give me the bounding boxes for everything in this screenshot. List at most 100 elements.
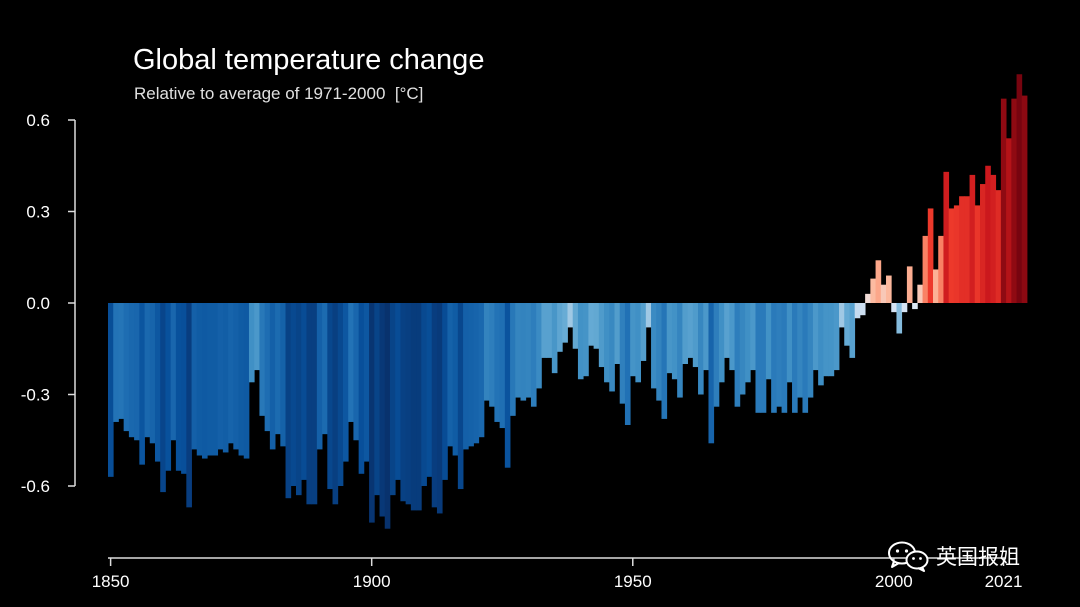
- bar-1942: [588, 303, 595, 346]
- bar-1960: [682, 303, 688, 364]
- bar-1864: [181, 303, 187, 474]
- bar-1964: [703, 303, 709, 371]
- bar-2011: [948, 208, 955, 303]
- bar-1951: [635, 303, 641, 383]
- bar-1990: [839, 303, 845, 328]
- bar-1978: [776, 303, 782, 407]
- bar-1980: [786, 303, 793, 383]
- bar-1922: [483, 303, 490, 401]
- bar-1983: [802, 303, 809, 413]
- y-tick-label: -0.3: [21, 386, 50, 405]
- bar-1875: [238, 303, 245, 456]
- bar-1869: [207, 303, 213, 456]
- bar-1957: [666, 303, 673, 374]
- bar-2000: [891, 303, 897, 313]
- bar-1976: [765, 303, 772, 380]
- bar-1857: [144, 303, 151, 438]
- bar-2021: [1000, 98, 1007, 304]
- bar-2010: [943, 171, 950, 303]
- bar-1880: [264, 303, 271, 432]
- bar-1868: [201, 303, 208, 459]
- watermark: 英国报姐: [886, 540, 1020, 572]
- bar-1853: [123, 303, 130, 432]
- bar-1935: [551, 303, 558, 374]
- bar-2019: [990, 174, 997, 303]
- bar-1937: [562, 303, 568, 343]
- bar-1923: [489, 303, 495, 407]
- bar-1889: [311, 303, 318, 505]
- bar-1866: [191, 303, 198, 450]
- bar-1934: [546, 303, 553, 358]
- bar-1971: [739, 303, 746, 395]
- bar-1900: [369, 303, 375, 523]
- bar-2025: [1021, 95, 1028, 303]
- bar-1930: [525, 303, 532, 398]
- bar-1867: [196, 303, 203, 456]
- bar-1910: [421, 303, 427, 486]
- bar-1896: [348, 303, 354, 422]
- bar-2017: [980, 184, 986, 303]
- bar-1969: [729, 303, 735, 371]
- x-tick-label: 1850: [92, 572, 130, 591]
- bar-1953: [645, 303, 652, 328]
- bar-2020: [995, 190, 1002, 303]
- bar-1901: [374, 303, 380, 496]
- bar-1925: [499, 303, 506, 429]
- bar-1963: [698, 303, 704, 395]
- bar-1886: [295, 303, 302, 496]
- bar-1944: [598, 303, 605, 368]
- bar-1854: [128, 303, 135, 438]
- bar-1913: [436, 303, 443, 514]
- bar-1946: [609, 303, 615, 392]
- bar-1916: [452, 303, 459, 456]
- bar-2006: [922, 235, 929, 303]
- bar-1991: [844, 303, 850, 346]
- x-tick-label: 1900: [353, 572, 391, 591]
- bar-1933: [541, 303, 548, 358]
- bar-1908: [410, 303, 417, 511]
- bar-1883: [280, 303, 286, 447]
- bar-1956: [661, 303, 668, 419]
- bar-1994: [859, 303, 866, 316]
- bar-1979: [781, 303, 788, 413]
- bar-1949: [624, 303, 631, 425]
- bar-1986: [818, 303, 824, 386]
- bar-1865: [186, 303, 192, 508]
- bar-1966: [713, 303, 720, 407]
- bar-1904: [389, 303, 396, 496]
- bar-2007: [927, 208, 934, 303]
- bar-1989: [833, 303, 840, 371]
- bars-group: [108, 74, 1028, 529]
- bar-2015: [969, 174, 976, 303]
- bar-1897: [353, 303, 360, 441]
- bar-1936: [557, 303, 563, 352]
- chart-title: Global temperature change: [133, 44, 485, 76]
- bar-1862: [170, 303, 177, 441]
- bar-1914: [442, 303, 448, 480]
- bar-1952: [640, 303, 647, 361]
- x-tick-label: 1950: [614, 572, 652, 591]
- bar-1958: [671, 303, 678, 380]
- bar-1885: [290, 303, 297, 486]
- bar-2023: [1011, 98, 1017, 304]
- x-axis: 1850 1900 1950 2000 2021: [92, 557, 1022, 591]
- bar-2002: [901, 303, 908, 313]
- bar-1920: [473, 303, 480, 444]
- bar-1918: [463, 303, 469, 450]
- bar-1970: [734, 303, 741, 407]
- bar-1996: [870, 278, 876, 303]
- bar-1892: [327, 303, 333, 490]
- bar-1893: [332, 303, 339, 505]
- bar-1882: [275, 303, 281, 435]
- bar-1924: [494, 303, 501, 422]
- bar-2001: [896, 303, 903, 334]
- bar-1961: [687, 303, 694, 358]
- bar-1939: [572, 303, 579, 349]
- bar-1921: [478, 303, 485, 438]
- bar-1851: [113, 303, 119, 422]
- bar-1928: [515, 303, 521, 398]
- y-tick-label: 0.6: [26, 111, 50, 130]
- bar-1871: [217, 303, 224, 450]
- y-tick-label: -0.6: [21, 477, 50, 496]
- bar-1878: [254, 303, 260, 371]
